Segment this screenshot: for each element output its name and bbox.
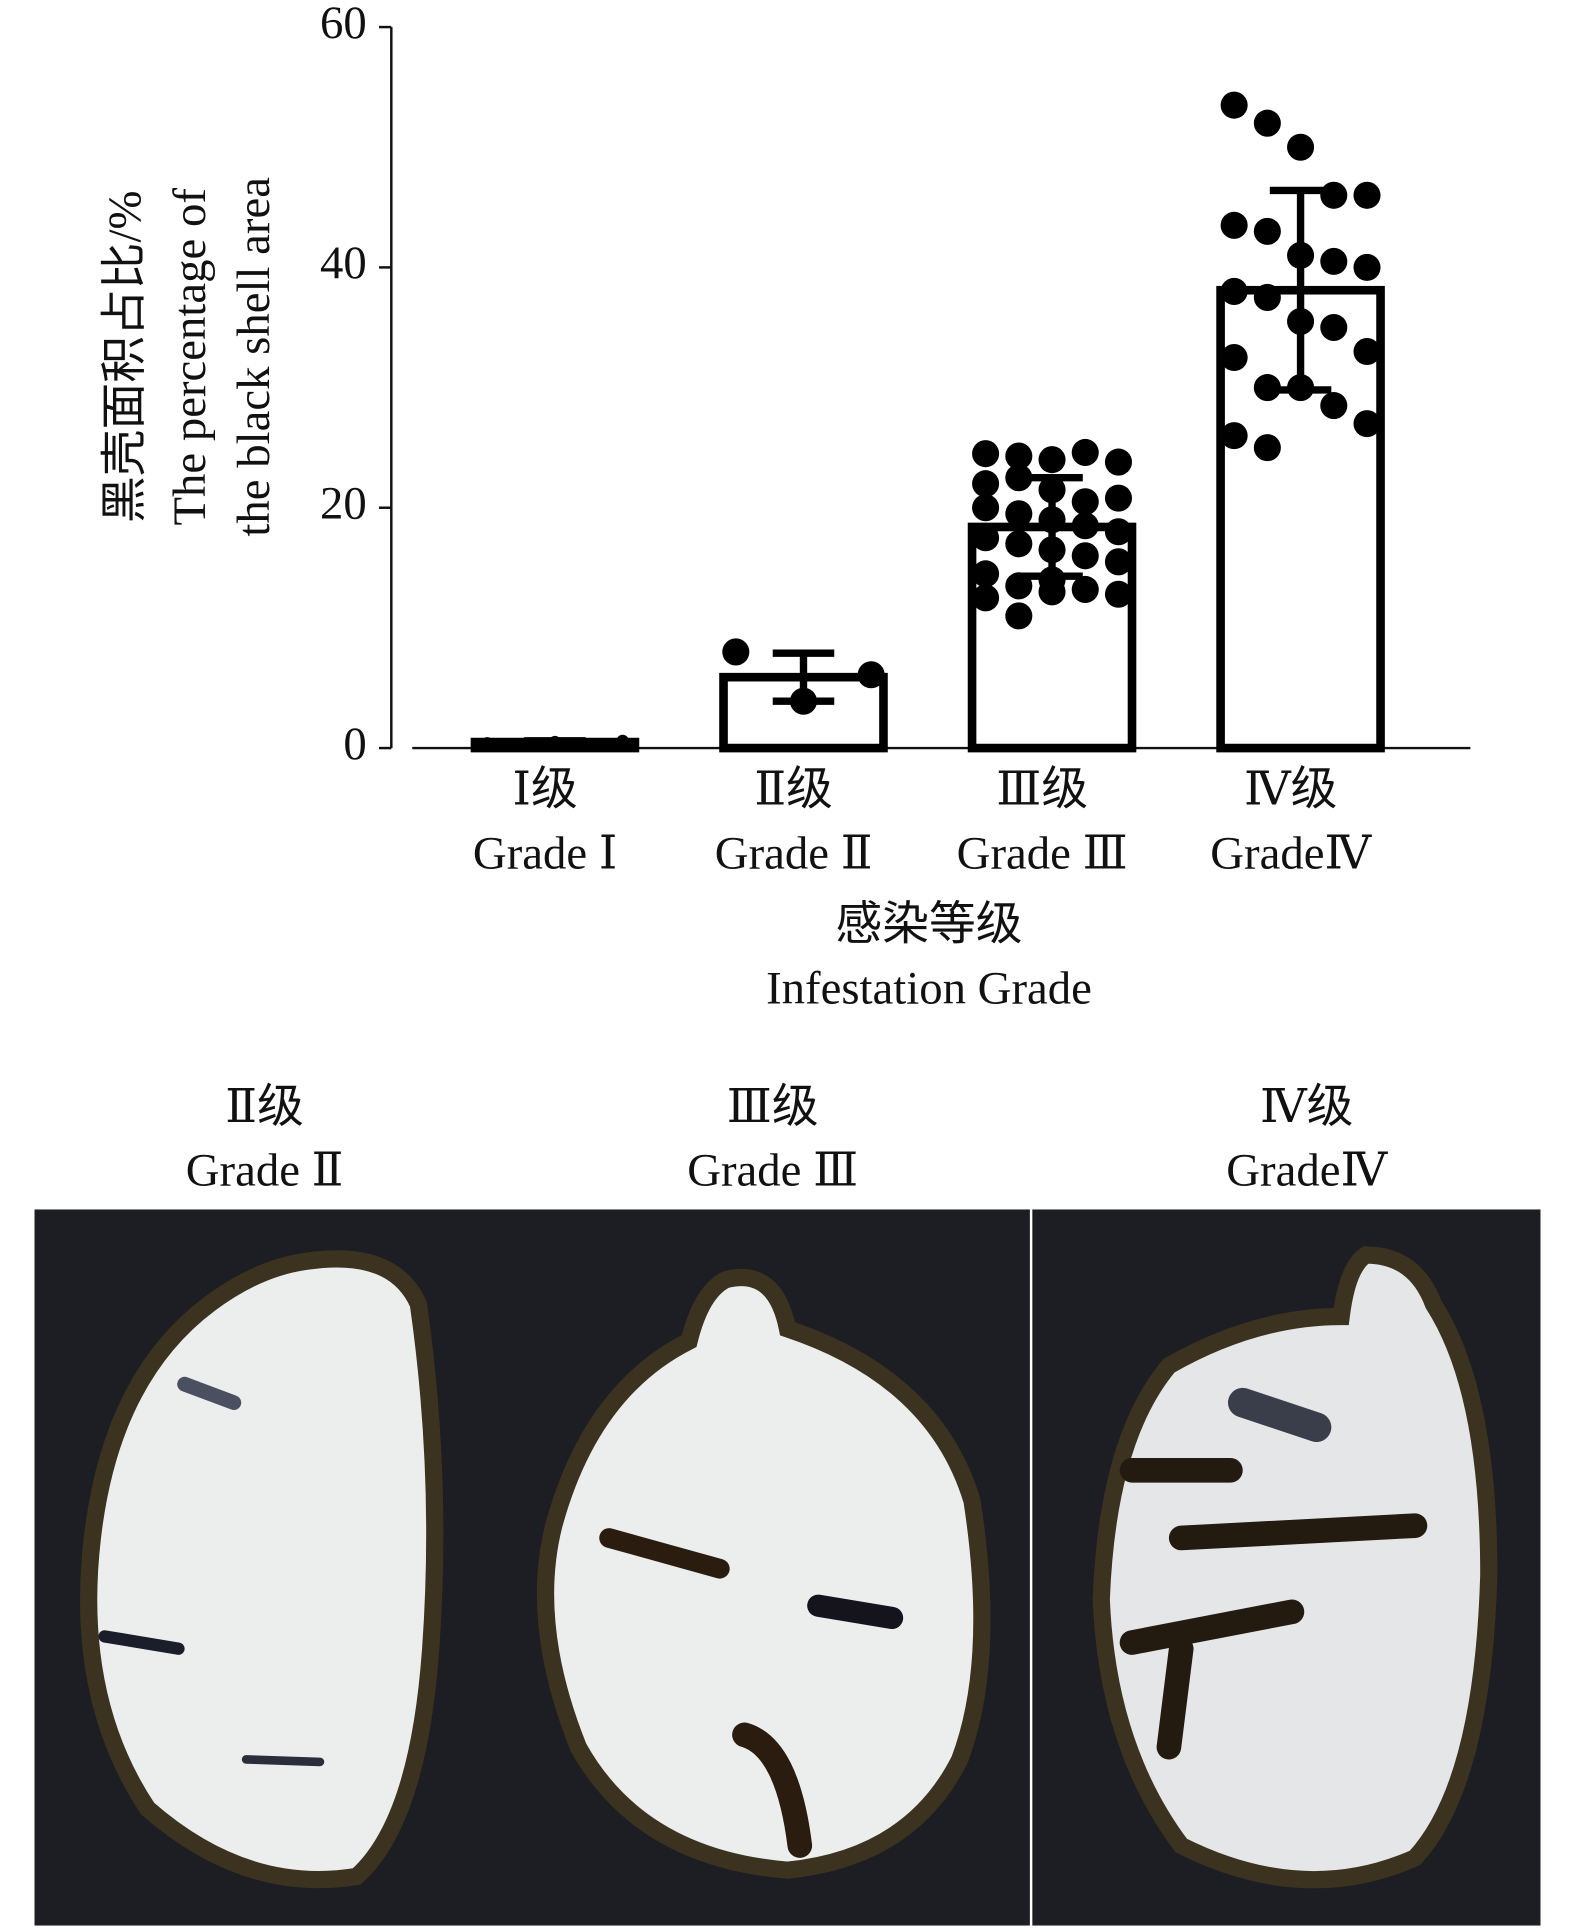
oyster-shell [1092, 1246, 1498, 1889]
x-tick-label: Grade Ⅱ [715, 827, 873, 879]
x-tick-label: Grade Ⅲ [957, 827, 1128, 879]
data-point [1220, 211, 1248, 239]
data-point [1104, 484, 1133, 512]
data-point [1071, 542, 1099, 570]
y-tick-label: 40 [320, 237, 367, 289]
data-point [1071, 488, 1099, 516]
data-point [1253, 283, 1281, 311]
x-tick-label: Ⅲ级 [996, 763, 1088, 815]
data-point [972, 524, 1000, 552]
data-point [1320, 313, 1348, 342]
data-point [1104, 448, 1133, 476]
data-point [1220, 91, 1248, 119]
shell-spot [98, 1630, 185, 1655]
data-point [1353, 410, 1381, 438]
data-point [1320, 181, 1348, 209]
data-point [1353, 337, 1381, 366]
data-point [1104, 518, 1133, 546]
data-point [1005, 500, 1033, 528]
data-point [1005, 464, 1033, 492]
photo-panel [34, 1209, 1541, 1926]
x-tick-label: GradeⅣ [1210, 827, 1372, 879]
data-point [1071, 512, 1099, 540]
data-point [972, 470, 1000, 498]
oyster-shell [536, 1268, 991, 1879]
x-axis-label: Infestation Grade [766, 963, 1092, 1015]
data-point [1253, 109, 1281, 137]
data-point [1253, 434, 1281, 462]
data-point [722, 638, 750, 666]
x-tick-label: Ⅰ级 [513, 763, 578, 815]
shell-spot [177, 1376, 242, 1411]
y-tick-label: 0 [343, 718, 366, 770]
data-point [1005, 442, 1033, 470]
data-point [972, 440, 1000, 468]
data-point [1220, 343, 1248, 372]
photo-label: Ⅲ级 [727, 1081, 819, 1133]
shell-spot [807, 1594, 904, 1630]
data-point [1005, 602, 1033, 630]
photo-label: Grade Ⅱ [186, 1145, 344, 1197]
shell-spot [1119, 1457, 1428, 1760]
photo-label: Ⅱ级 [225, 1081, 304, 1133]
data-point [1353, 253, 1381, 281]
data-point [1104, 580, 1133, 608]
data-point [1220, 277, 1248, 305]
y-axis-label: The percentage of [164, 188, 216, 526]
photo-label: Ⅳ级 [1260, 1081, 1353, 1133]
data-point [1253, 374, 1281, 402]
y-axis-label: 黑壳面积占比/% [99, 191, 151, 523]
y-tick-label: 20 [320, 477, 367, 529]
x-axis-label: 感染等级 [835, 899, 1022, 951]
data-point [1220, 422, 1248, 450]
shell-spot [241, 1755, 325, 1767]
shell-spot [1227, 1387, 1332, 1443]
data-point [1353, 181, 1381, 209]
data-point [1071, 438, 1099, 466]
data-point [1005, 530, 1033, 558]
y-axis-label: the black shell area [228, 177, 280, 537]
data-point [616, 734, 629, 748]
x-tick-label: Ⅱ级 [754, 763, 833, 815]
data-point [857, 661, 885, 689]
shell-spot [599, 1528, 730, 1579]
data-point [1071, 575, 1099, 603]
data-point [1253, 217, 1281, 245]
data-point [972, 494, 1000, 522]
data-point [1287, 133, 1315, 161]
data-point [1320, 247, 1348, 275]
photo-label: GradeⅣ [1226, 1145, 1388, 1197]
shell-spot [732, 1722, 813, 1858]
photo-label: Grade Ⅲ [687, 1145, 858, 1197]
data-point [972, 560, 1000, 588]
data-point [1320, 392, 1348, 420]
x-tick-label: Ⅳ级 [1244, 763, 1337, 815]
x-tick-label: Grade Ⅰ [473, 827, 617, 879]
data-point [972, 584, 1000, 612]
y-tick-label: 60 [320, 0, 367, 49]
data-point [1104, 548, 1133, 576]
data-point [481, 737, 494, 750]
oyster-shell [80, 1250, 444, 1889]
data-point [1038, 446, 1066, 474]
